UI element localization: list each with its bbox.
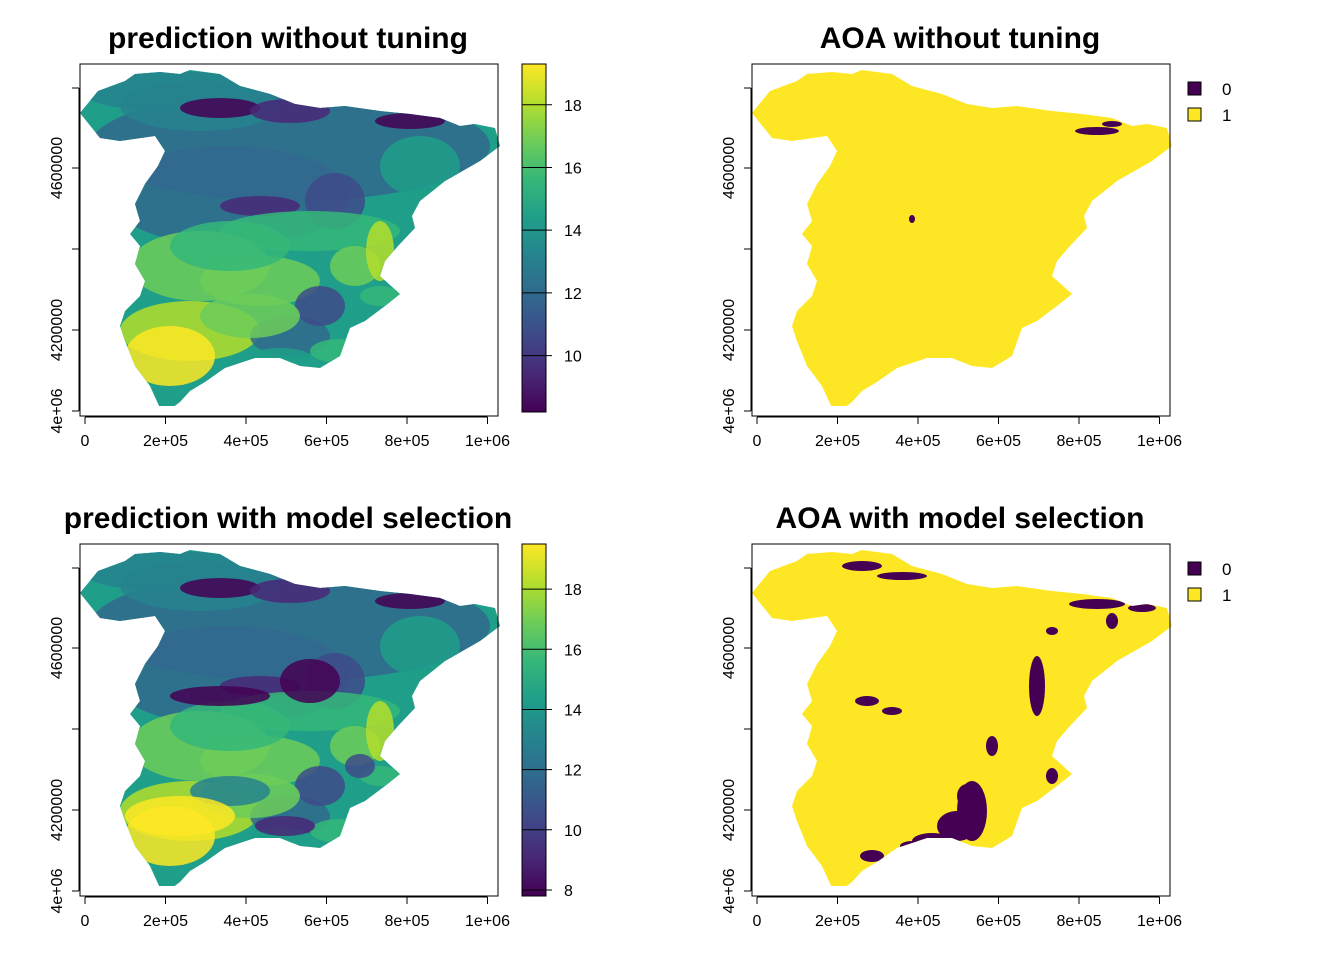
- colorbar-tick-label: 10: [564, 823, 582, 840]
- map-aoa1: [752, 70, 1172, 406]
- x-tick-label: 8e+05: [1057, 913, 1102, 930]
- panel-title: AOA with model selection: [776, 502, 1145, 535]
- y-tick-label: 4600000: [49, 617, 66, 679]
- y-tick-label: 4600000: [721, 617, 738, 679]
- colorbar-tick-label: 14: [564, 223, 582, 240]
- legend-label: 0: [1222, 560, 1231, 579]
- y-tick-label: 4e+06: [721, 388, 738, 433]
- panel-title: prediction with model selection: [64, 502, 512, 535]
- x-tick-label: 6e+05: [976, 913, 1021, 930]
- legend-swatch: [1187, 561, 1202, 576]
- x-tick-label: 1e+06: [465, 433, 510, 450]
- y-tick-label: 4200000: [721, 779, 738, 841]
- x-tick-label: 0: [81, 913, 90, 930]
- legend-swatch: [1187, 587, 1202, 602]
- legend-label: 1: [1222, 586, 1231, 605]
- map-pred1: [80, 70, 500, 406]
- y-tick-label: 4e+06: [49, 388, 66, 433]
- x-tick-label: 4e+05: [896, 913, 941, 930]
- x-tick-label: 2e+05: [815, 913, 860, 930]
- y-tick-label: 4e+06: [721, 868, 738, 913]
- colorbar-tick-label: 12: [564, 763, 582, 780]
- y-tick-label: 4200000: [49, 299, 66, 361]
- x-tick-label: 2e+05: [143, 433, 188, 450]
- colorbar-tick-label: 18: [564, 582, 582, 599]
- legend-label: 0: [1222, 80, 1231, 99]
- colorbar-tick-label: 12: [564, 286, 582, 303]
- x-tick-label: 4e+05: [224, 433, 269, 450]
- panel-title: AOA without tuning: [820, 22, 1100, 55]
- x-tick-label: 6e+05: [976, 433, 1021, 450]
- x-tick-label: 1e+06: [465, 913, 510, 930]
- plot-frame: [751, 543, 1171, 897]
- x-tick-label: 4e+05: [896, 433, 941, 450]
- y-tick-label: 4e+06: [49, 868, 66, 913]
- panel-pred1: prediction without tuning 0 2e+05 4e+05 6e+0…: [49, 22, 582, 450]
- map-pred2: [80, 550, 500, 886]
- x-tick-label: 6e+05: [304, 913, 349, 930]
- panel-pred2: prediction with model selection 0 2e+05 4e+…: [49, 502, 582, 930]
- x-tick-label: 8e+05: [385, 913, 430, 930]
- plot-frame: [79, 543, 499, 897]
- legend-swatch: [1187, 81, 1202, 96]
- y-tick-label: 4600000: [49, 137, 66, 199]
- colorbar-tick-label: 18: [564, 98, 582, 115]
- x-tick-label: 2e+05: [143, 913, 188, 930]
- plot-frame: [79, 63, 499, 417]
- x-tick-label: 8e+05: [1057, 433, 1102, 450]
- x-tick-label: 0: [753, 433, 762, 450]
- colorbar-tick-label: 16: [564, 642, 582, 659]
- x-tick-label: 1e+06: [1137, 433, 1182, 450]
- x-tick-label: 1e+06: [1137, 913, 1182, 930]
- legend-label: 1: [1222, 106, 1231, 125]
- plot-frame: [751, 63, 1171, 417]
- x-tick-label: 4e+05: [224, 913, 269, 930]
- colorbar-tick-label: 16: [564, 160, 582, 177]
- x-tick-label: 0: [753, 913, 762, 930]
- y-tick-label: 4200000: [49, 779, 66, 841]
- map-aoa2: [752, 550, 1172, 886]
- x-tick-label: 6e+05: [304, 433, 349, 450]
- legend-swatch: [1187, 107, 1202, 122]
- x-tick-label: 2e+05: [815, 433, 860, 450]
- colorbar-tick-label: 14: [564, 702, 582, 719]
- y-tick-label: 4200000: [721, 299, 738, 361]
- colorbar-tick-label: 10: [564, 349, 582, 366]
- y-tick-label: 4600000: [721, 137, 738, 199]
- colorbar-tick-label: 8: [564, 883, 573, 900]
- panel-aoa1: AOA without tuning 0 2e+05 4e+05 6e+05 8e+05 1…: [721, 22, 1231, 450]
- x-tick-label: 8e+05: [385, 433, 430, 450]
- panel-title: prediction without tuning: [108, 22, 468, 55]
- x-tick-label: 0: [81, 433, 90, 450]
- colorbar: [521, 543, 547, 897]
- panel-aoa2: AOA with model selection 0 2e+05 4e+05 6e+05…: [721, 502, 1231, 930]
- colorbar: [521, 63, 547, 413]
